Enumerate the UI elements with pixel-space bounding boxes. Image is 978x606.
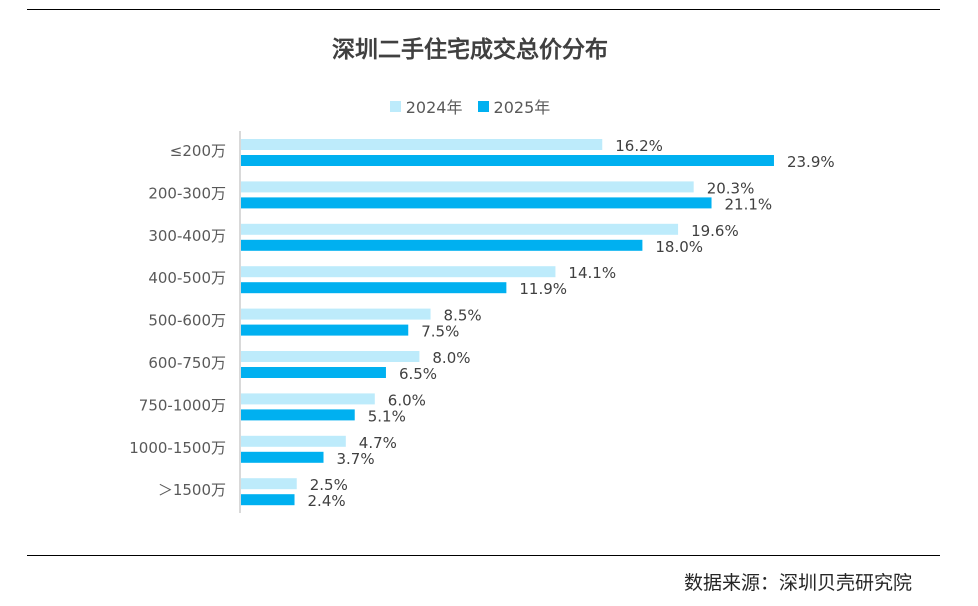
data-label: 8.0%: [432, 349, 470, 367]
data-label: 3.7%: [337, 450, 375, 468]
data-label: 2.5%: [310, 476, 348, 494]
legend: 2024年 2025年: [0, 94, 940, 118]
category-label: 750-1000万: [139, 396, 226, 414]
legend-swatch-2025: [477, 100, 489, 112]
data-label: 23.9%: [787, 153, 835, 171]
bar-2024年: [241, 435, 346, 447]
data-label: 8.5%: [444, 307, 482, 325]
category-label: ＞1500万: [158, 481, 226, 499]
data-label: 7.5%: [421, 323, 459, 341]
data-label: 19.6%: [691, 222, 739, 240]
category-label: 600-750万: [148, 354, 226, 372]
bar-2024年: [241, 139, 603, 150]
data-label: 20.3%: [707, 179, 755, 197]
bar-2025年: [241, 197, 712, 209]
bar-2024年: [241, 393, 375, 405]
legend-label-2025: 2025年: [493, 98, 551, 117]
data-label: 11.9%: [519, 280, 567, 298]
bar-2024年: [241, 478, 297, 490]
data-label: 4.7%: [359, 434, 397, 452]
bar-2024年: [241, 223, 679, 235]
category-label: 500-600万: [148, 312, 226, 330]
legend-item-2025: 2025年: [477, 94, 551, 118]
legend-swatch-2024: [389, 100, 401, 112]
data-label: 16.2%: [615, 137, 663, 155]
source-note: 数据来源：深圳贝壳研究院: [683, 572, 912, 594]
bar-2025年: [241, 367, 386, 378]
bar-2025年: [241, 239, 643, 251]
top-rule: [27, 9, 940, 10]
category-label: ≤200万: [170, 142, 226, 160]
category-label: 400-500万: [148, 269, 226, 287]
category-label: 200-300万: [148, 184, 226, 202]
bar-2024年: [241, 351, 420, 362]
bar-2024年: [241, 308, 431, 320]
data-label: 5.1%: [368, 407, 406, 425]
data-label: 14.1%: [568, 264, 616, 282]
category-label: 300-400万: [148, 227, 226, 245]
bar-2025年: [241, 282, 507, 294]
bar-2024年: [241, 266, 556, 278]
legend-label-2024: 2024年: [405, 98, 463, 117]
data-label: 6.5%: [399, 365, 437, 383]
category-label: 1000-1500万: [129, 439, 226, 457]
data-label: 21.1%: [725, 195, 773, 213]
data-label: 18.0%: [655, 238, 703, 256]
chart-title: 深圳二手住宅成交总价分布: [332, 36, 608, 63]
data-label: 6.0%: [388, 391, 426, 409]
bar-2025年: [241, 409, 355, 421]
bar-2025年: [241, 494, 295, 506]
bottom-rule: [27, 555, 940, 556]
bar-2025年: [241, 324, 409, 336]
bar-2025年: [241, 155, 774, 166]
legend-item-2024: 2024年: [389, 94, 463, 118]
bar-2025年: [241, 451, 324, 463]
data-label: 2.4%: [308, 492, 346, 510]
bar-2024年: [241, 181, 694, 193]
